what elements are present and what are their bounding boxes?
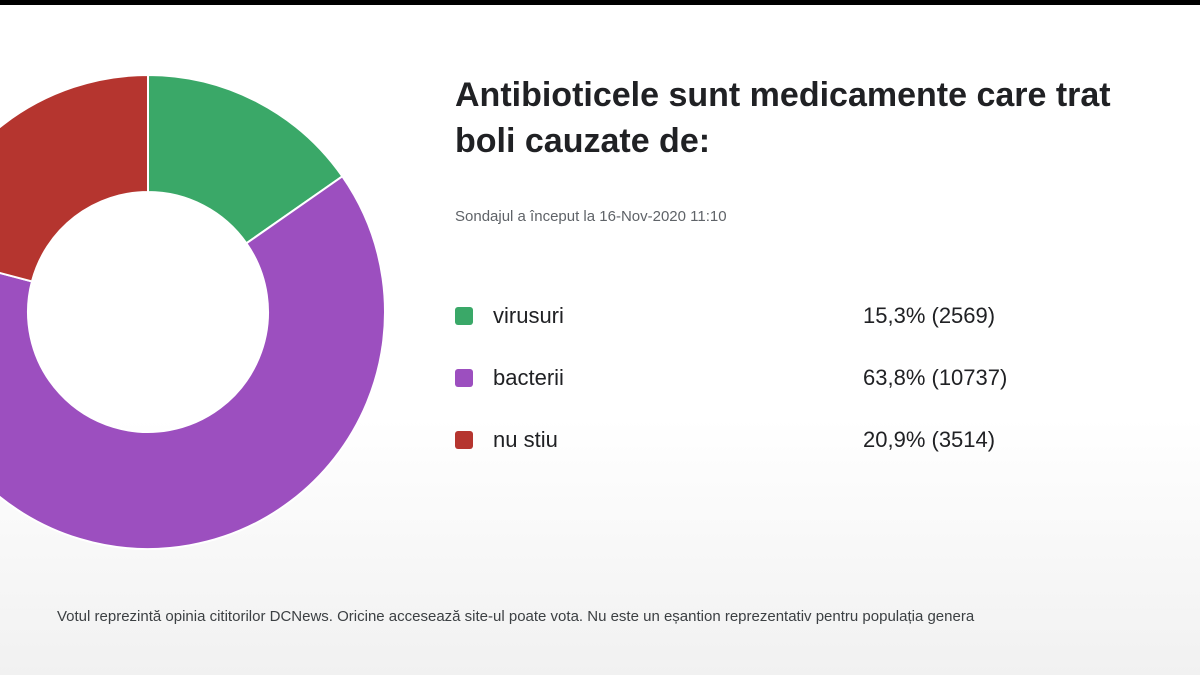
disclaimer-footnote: Votul reprezintă opinia cititorilor DCNe… — [57, 608, 975, 625]
donut-slice-virusuri — [147, 73, 344, 245]
chart-title: Antibioticele sunt medicamente care trat… — [455, 72, 1200, 164]
legend-value-nu-stiu: 20,9% (3514) — [863, 427, 996, 452]
legend-label-nu-stiu: nu stiu — [493, 427, 558, 452]
chart-title-line-2: boli cauzate de: — [455, 122, 711, 160]
chart-title-line-1: Antibioticele sunt medicamente care trat — [455, 76, 1111, 114]
legend-swatch-bacterii — [455, 369, 473, 387]
legend-swatch-virusuri — [455, 307, 473, 325]
poll-start-date: Sondajul a început la 16-Nov-2020 11:10 — [455, 208, 727, 225]
legend-item-nu-stiu: nu stiu 20,9% (3514) — [455, 426, 1095, 456]
legend-swatch-nu-stiu — [455, 431, 473, 449]
legend-value-bacterii: 63,8% (10737) — [863, 365, 1008, 390]
top-border — [0, 0, 1200, 5]
donut-slice-nu-stiu — [0, 73, 149, 283]
legend-label-bacterii: bacterii — [493, 365, 564, 390]
legend-item-bacterii: bacterii 63,8% (10737) — [455, 364, 1095, 394]
legend-item-virusuri: virusuri 15,3% (2569) — [455, 302, 1095, 332]
legend-value-virusuri: 15,3% (2569) — [863, 303, 996, 328]
donut-slice-bacterii — [0, 174, 386, 550]
legend-label-virusuri: virusuri — [493, 303, 564, 328]
